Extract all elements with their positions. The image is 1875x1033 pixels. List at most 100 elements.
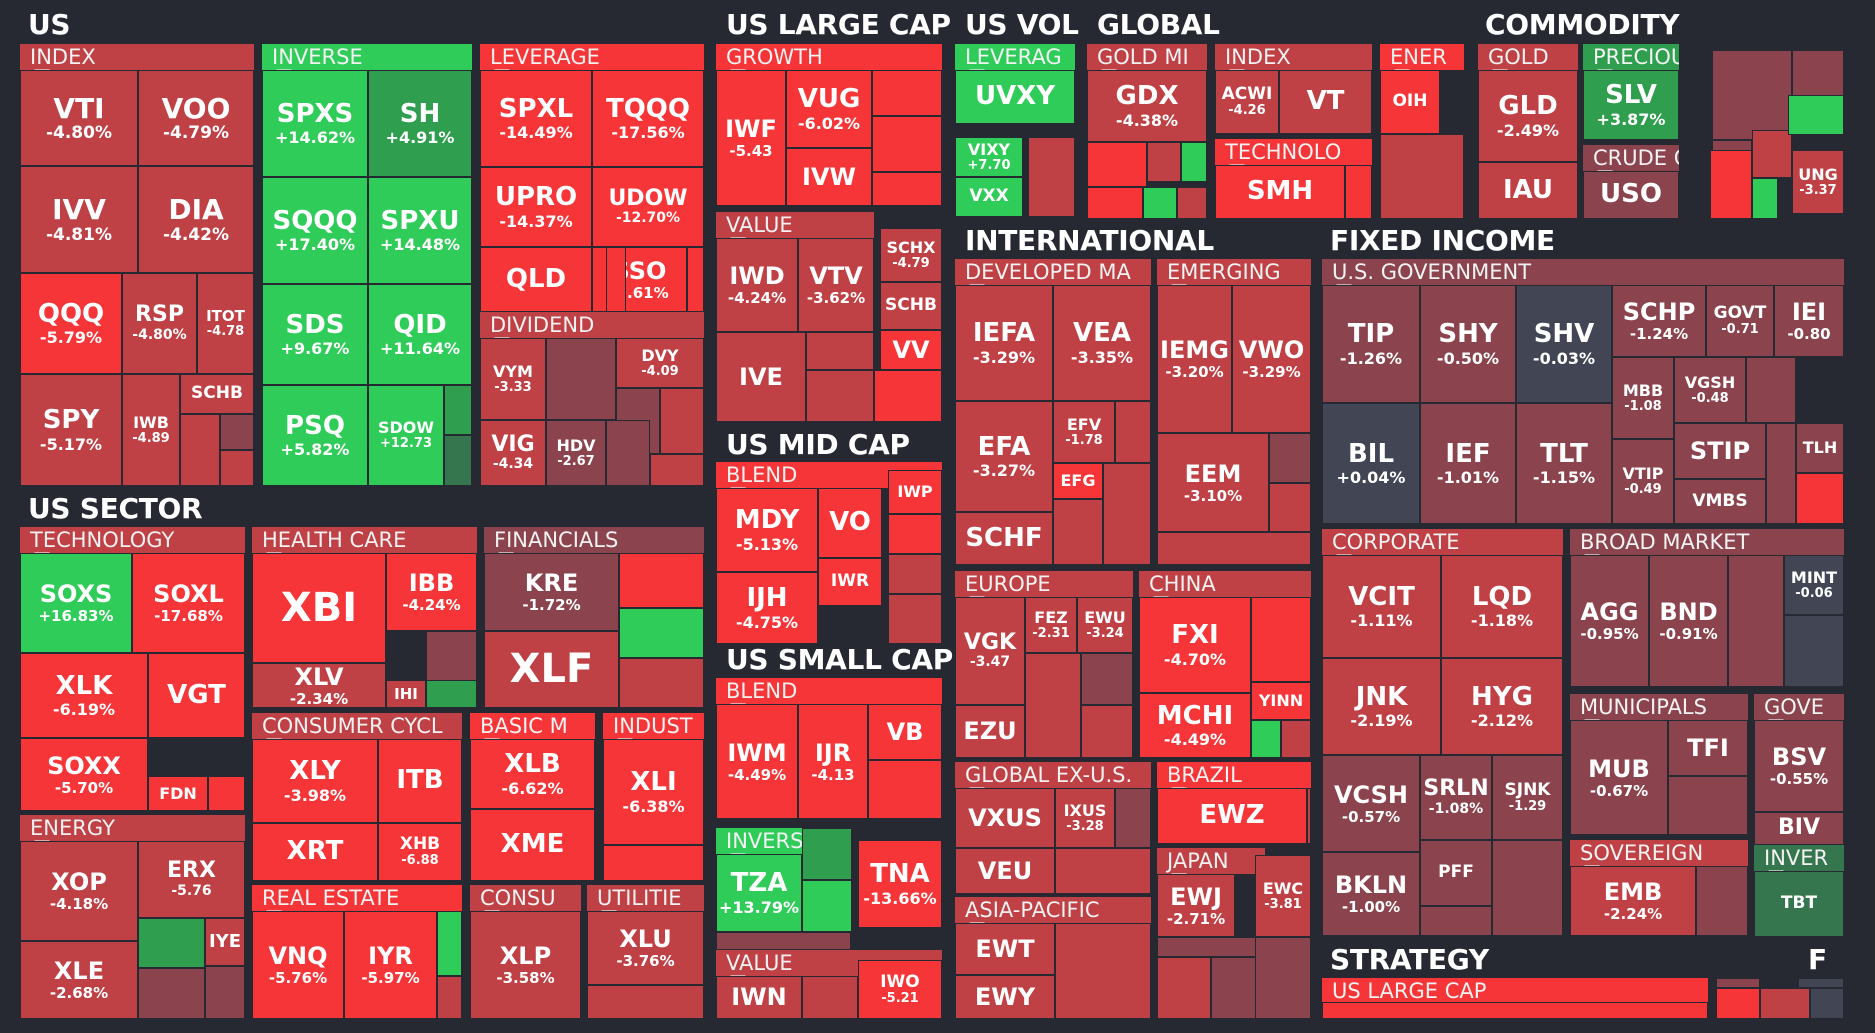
tile-spy[interactable]: SPY -5.17%	[20, 374, 122, 486]
tile-agg[interactable]: AGG -0.95%	[1570, 555, 1649, 687]
tile-vug[interactable]: VUG -6.02%	[786, 70, 872, 148]
tile-soxx[interactable]: SOXX -5.70%	[20, 738, 148, 811]
tile-unlabeled[interactable]	[1345, 165, 1372, 219]
tile-unlabeled[interactable]	[1710, 150, 1752, 219]
tile-dia[interactable]: DIA -4.42%	[138, 166, 254, 273]
tile-shv[interactable]: SHV -0.03%	[1516, 285, 1612, 403]
tile-ixus[interactable]: IXUS -3.28	[1055, 788, 1115, 848]
tile-mub[interactable]: MUB -0.67%	[1570, 720, 1668, 835]
tile-unlabeled[interactable]	[806, 370, 874, 422]
tile-sqqq[interactable]: SQQQ +17.40%	[262, 177, 368, 284]
tile-rsp[interactable]: RSP -4.80%	[122, 273, 197, 374]
tile-xli[interactable]: XLI -6.38%	[603, 739, 704, 845]
tile-soxl[interactable]: SOXL -17.68%	[132, 553, 245, 653]
tile-mbb[interactable]: MBB -1.08	[1612, 357, 1674, 439]
tile-vwo[interactable]: VWO -3.29%	[1232, 285, 1311, 433]
tile-unlabeled[interactable]	[1087, 187, 1143, 219]
tile-sjnk[interactable]: SJNK -1.29	[1492, 755, 1563, 840]
tile-iwp[interactable]: IWP	[888, 470, 942, 514]
tile-vgt[interactable]: VGT	[148, 653, 245, 738]
tile-bkln[interactable]: BKLN -1.00%	[1322, 852, 1420, 936]
tile-unlabeled[interactable]	[1025, 653, 1081, 758]
tile-qqq[interactable]: QQQ -5.79%	[20, 273, 122, 374]
tile-bnd[interactable]: BND -0.91%	[1649, 555, 1728, 687]
tile-vo[interactable]: VO	[818, 488, 882, 558]
tile-dvy[interactable]: DVY -4.09	[616, 338, 704, 388]
tile-unlabeled[interactable]	[660, 388, 704, 454]
tile-vtip[interactable]: VTIP -0.49	[1612, 439, 1674, 524]
tile-unlabeled[interactable]	[1420, 906, 1492, 936]
tile-unlabeled[interactable]	[1055, 923, 1151, 1019]
tile-unlabeled[interactable]	[1181, 142, 1207, 182]
tile-unlabeled[interactable]	[650, 454, 704, 486]
tile-itot[interactable]: ITOT -4.78	[197, 273, 254, 374]
tile-soxs[interactable]: SOXS +16.83%	[20, 553, 132, 653]
tile-unlabeled[interactable]	[1143, 187, 1177, 219]
tile-unlabeled[interactable]	[437, 976, 462, 1019]
tile-tfi[interactable]: TFI	[1668, 720, 1748, 776]
tile-unlabeled[interactable]	[1147, 142, 1181, 182]
tile-unlabeled[interactable]	[888, 554, 942, 594]
tile-acwi[interactable]: ACWI -4.26	[1215, 70, 1279, 134]
tile-unlabeled[interactable]	[138, 968, 205, 1019]
tile-unlabeled[interactable]	[426, 680, 477, 708]
tile-unlabeled[interactable]	[1798, 978, 1844, 988]
tile-unlabeled[interactable]	[1251, 720, 1281, 758]
tile-unlabeled[interactable]	[872, 116, 942, 172]
tile-tlt[interactable]: TLT -1.15%	[1516, 403, 1612, 524]
tile-ief[interactable]: IEF -1.01%	[1420, 403, 1516, 524]
tile-unlabeled[interactable]	[1269, 433, 1311, 483]
tile-ijh[interactable]: IJH -4.75%	[716, 572, 818, 644]
tile-tqqq[interactable]: TQQQ -17.56%	[592, 70, 704, 167]
tile-voo[interactable]: VOO -4.79%	[138, 70, 254, 166]
tile-unlabeled[interactable]	[1115, 401, 1151, 463]
tile-tna[interactable]: TNA -13.66%	[858, 840, 942, 928]
tile-unlabeled[interactable]	[220, 450, 254, 486]
tile-schx[interactable]: SCHX -4.79	[880, 228, 942, 282]
tile-sh[interactable]: SH +4.91%	[368, 70, 472, 177]
tile-ive[interactable]: IVE	[716, 332, 806, 422]
tile-spxl[interactable]: SPXL -14.49%	[480, 70, 592, 167]
tile-spxu[interactable]: SPXU +14.48%	[368, 177, 472, 284]
tile-unlabeled[interactable]	[1087, 142, 1147, 187]
tile-unlabeled[interactable]	[1752, 130, 1792, 178]
tile-ewj[interactable]: EWJ -2.71%	[1157, 874, 1235, 937]
tile-gdx[interactable]: GDX -4.38%	[1087, 70, 1207, 142]
tile-stip[interactable]: STIP	[1674, 423, 1766, 479]
tile-iye[interactable]: IYE	[205, 918, 245, 966]
tile-unlabeled[interactable]	[1053, 499, 1103, 565]
tile-unlabeled[interactable]	[716, 932, 851, 950]
tile-unlabeled[interactable]	[444, 435, 472, 486]
tile-unlabeled[interactable]	[868, 760, 942, 819]
tile-vv[interactable]: VV	[880, 330, 942, 370]
tile-unlabeled[interactable]	[1055, 848, 1151, 894]
tile-iwd[interactable]: IWD -4.24%	[716, 238, 798, 332]
tile-iemg[interactable]: IEMG -3.20%	[1157, 285, 1232, 433]
tile-vtv[interactable]: VTV -3.62%	[798, 238, 874, 332]
tile-unlabeled[interactable]	[138, 918, 205, 968]
tile-unlabeled[interactable]	[444, 385, 472, 435]
tile-unlabeled[interactable]	[1157, 937, 1265, 957]
tile-vxus[interactable]: VXUS	[955, 788, 1055, 848]
tile-vixy[interactable]: VIXY +7.70	[955, 137, 1023, 177]
tile-unlabeled[interactable]	[1269, 483, 1311, 532]
tile-fxi[interactable]: FXI -4.70%	[1139, 597, 1251, 693]
tile-unlabeled[interactable]	[619, 608, 704, 658]
tile-unlabeled[interactable]	[1115, 788, 1151, 848]
tile-unlabeled[interactable]	[802, 976, 858, 1019]
tile-unlabeled[interactable]	[1752, 178, 1778, 219]
tile-unlabeled[interactable]	[1716, 988, 1760, 1019]
tile-eem[interactable]: EEM -3.10%	[1157, 433, 1269, 532]
tile-unlabeled[interactable]	[1307, 788, 1311, 844]
tile-iwf[interactable]: IWF -5.43	[716, 70, 786, 206]
tile-unlabeled[interactable]	[1081, 705, 1133, 758]
tile-vym[interactable]: VYM -3.33	[480, 338, 546, 420]
tile-unlabeled[interactable]	[1380, 134, 1464, 219]
tile-ung[interactable]: UNG -3.37	[1792, 150, 1844, 214]
tile-pff[interactable]: PFF	[1420, 840, 1492, 906]
tile-unlabeled[interactable]	[872, 172, 942, 206]
tile-unlabeled[interactable]	[1157, 532, 1311, 565]
tile-qld[interactable]: QLD	[480, 247, 592, 312]
tile-itb[interactable]: ITB	[378, 739, 462, 823]
tile-vti[interactable]: VTI -4.80%	[20, 70, 138, 166]
